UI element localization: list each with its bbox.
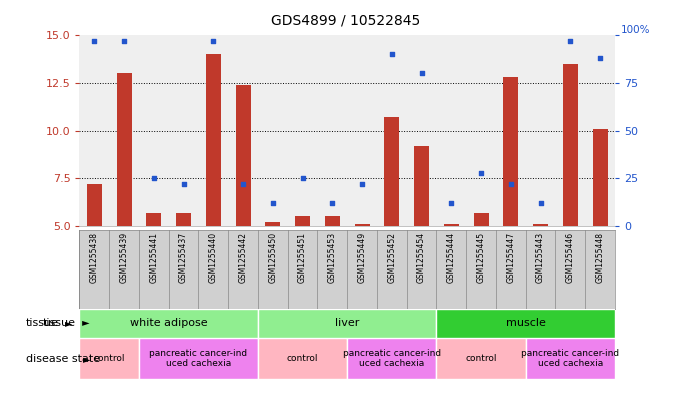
- Bar: [473, 213, 489, 226]
- Bar: [556, 35, 585, 226]
- Point: [535, 200, 546, 206]
- Point: [565, 38, 576, 44]
- Text: GSM1255440: GSM1255440: [209, 232, 218, 283]
- Bar: [109, 35, 139, 226]
- Text: GSM1255454: GSM1255454: [417, 232, 426, 283]
- Text: control: control: [287, 354, 319, 363]
- Text: control: control: [465, 354, 497, 363]
- Bar: [79, 35, 109, 226]
- Point: [594, 55, 605, 61]
- Text: GSM1255449: GSM1255449: [358, 232, 367, 283]
- Point: [267, 200, 278, 206]
- Bar: [437, 309, 615, 338]
- Bar: [295, 217, 310, 226]
- Bar: [265, 222, 281, 226]
- Bar: [384, 118, 399, 226]
- Text: ►: ►: [79, 318, 90, 328]
- Text: GSM1255450: GSM1255450: [268, 232, 277, 283]
- Bar: [206, 54, 221, 226]
- Point: [475, 169, 486, 176]
- Text: ►: ►: [65, 318, 73, 328]
- Bar: [79, 309, 258, 338]
- Bar: [236, 85, 251, 226]
- Bar: [176, 213, 191, 226]
- Bar: [117, 73, 131, 226]
- Point: [208, 38, 219, 44]
- Bar: [347, 338, 437, 379]
- Bar: [228, 35, 258, 226]
- Point: [297, 175, 308, 182]
- Point: [446, 200, 457, 206]
- Text: 100%: 100%: [621, 26, 650, 35]
- Bar: [87, 184, 102, 226]
- Bar: [533, 224, 548, 226]
- Bar: [437, 35, 466, 226]
- Text: pancreatic cancer-ind
uced cachexia: pancreatic cancer-ind uced cachexia: [343, 349, 441, 368]
- Bar: [139, 338, 258, 379]
- Point: [327, 200, 338, 206]
- Text: GSM1255438: GSM1255438: [90, 232, 99, 283]
- Bar: [593, 129, 607, 226]
- Point: [149, 175, 160, 182]
- Text: GSM1255441: GSM1255441: [149, 232, 158, 283]
- Bar: [169, 35, 198, 226]
- Bar: [504, 77, 518, 226]
- Point: [89, 38, 100, 44]
- Point: [416, 70, 427, 77]
- Text: pancreatic cancer-ind
uced cachexia: pancreatic cancer-ind uced cachexia: [149, 349, 247, 368]
- Bar: [258, 338, 347, 379]
- Text: GSM1255442: GSM1255442: [238, 232, 247, 283]
- Bar: [258, 309, 437, 338]
- Point: [505, 181, 516, 187]
- Text: GSM1255453: GSM1255453: [328, 232, 337, 283]
- Bar: [563, 64, 578, 226]
- Text: muscle: muscle: [506, 318, 546, 328]
- Bar: [325, 217, 340, 226]
- Bar: [79, 338, 139, 379]
- Point: [386, 51, 397, 57]
- Bar: [466, 35, 496, 226]
- Bar: [526, 35, 556, 226]
- Text: GDS4899 / 10522845: GDS4899 / 10522845: [271, 14, 420, 28]
- Text: GSM1255452: GSM1255452: [388, 232, 397, 283]
- Text: GSM1255446: GSM1255446: [566, 232, 575, 283]
- Bar: [347, 35, 377, 226]
- Text: GSM1255445: GSM1255445: [477, 232, 486, 283]
- Bar: [526, 338, 615, 379]
- Text: GSM1255437: GSM1255437: [179, 232, 188, 283]
- Text: GSM1255451: GSM1255451: [298, 232, 307, 283]
- Point: [238, 181, 249, 187]
- Text: GSM1255447: GSM1255447: [507, 232, 515, 283]
- Bar: [198, 35, 228, 226]
- Bar: [354, 224, 370, 226]
- Bar: [585, 35, 615, 226]
- Point: [119, 38, 130, 44]
- Point: [178, 181, 189, 187]
- Bar: [317, 35, 347, 226]
- Text: tissue: tissue: [43, 318, 76, 328]
- Text: pancreatic cancer-ind
uced cachexia: pancreatic cancer-ind uced cachexia: [521, 349, 619, 368]
- Point: [357, 181, 368, 187]
- Bar: [414, 146, 429, 226]
- Bar: [139, 35, 169, 226]
- Bar: [437, 338, 526, 379]
- Bar: [444, 224, 459, 226]
- Text: ►: ►: [83, 354, 91, 364]
- Bar: [287, 35, 317, 226]
- Bar: [407, 35, 437, 226]
- Text: liver: liver: [335, 318, 359, 328]
- Text: GSM1255439: GSM1255439: [120, 232, 129, 283]
- Text: GSM1255448: GSM1255448: [596, 232, 605, 283]
- Bar: [496, 35, 526, 226]
- Bar: [146, 213, 161, 226]
- Text: tissue: tissue: [26, 318, 59, 328]
- Text: GSM1255443: GSM1255443: [536, 232, 545, 283]
- Bar: [377, 35, 407, 226]
- Text: disease state: disease state: [26, 354, 100, 364]
- Text: white adipose: white adipose: [130, 318, 207, 328]
- Bar: [258, 35, 287, 226]
- Text: control: control: [93, 354, 125, 363]
- Text: GSM1255444: GSM1255444: [447, 232, 456, 283]
